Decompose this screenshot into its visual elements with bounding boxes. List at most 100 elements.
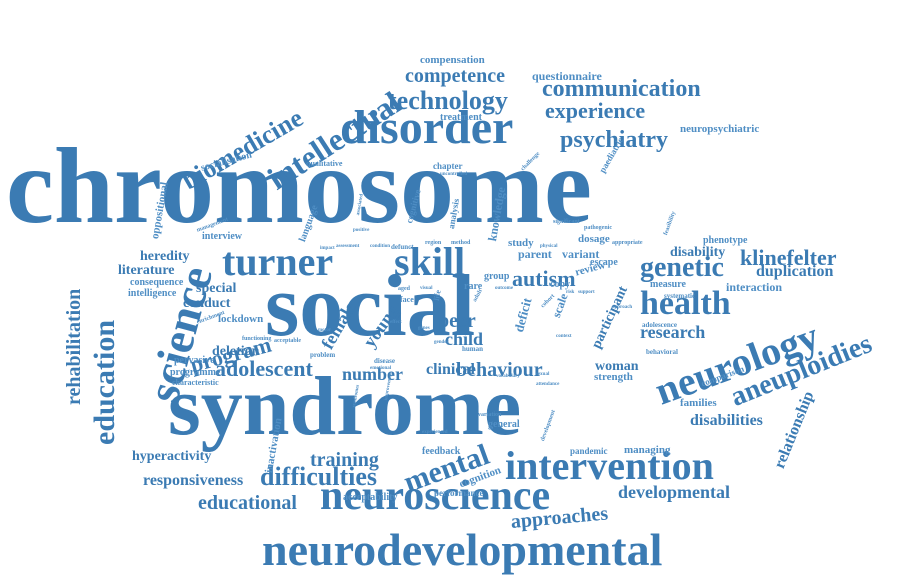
word-disabilities: disabilities bbox=[690, 412, 763, 429]
word-systematic: systematic bbox=[664, 292, 696, 300]
word-risk: risk bbox=[566, 290, 575, 295]
word-escape: escape bbox=[590, 257, 618, 268]
word-klinefelter: klinefelter bbox=[740, 245, 837, 270]
word-characteristic: characteristic bbox=[172, 378, 219, 387]
word-appropriate: appropriate bbox=[612, 240, 643, 246]
word-peer: peer bbox=[438, 310, 476, 332]
word-outcome: outcome bbox=[495, 286, 514, 291]
word-interaction: interaction bbox=[726, 280, 782, 294]
word-effect: effect bbox=[390, 320, 402, 325]
word-special: special bbox=[196, 281, 237, 296]
word-intelligence: intelligence bbox=[128, 288, 177, 299]
word-child: child bbox=[445, 329, 484, 349]
word-general: general bbox=[488, 419, 520, 430]
word-experience: experience bbox=[545, 98, 646, 123]
word-feasibility: feasibility bbox=[663, 210, 678, 237]
word-variant: variant bbox=[562, 247, 600, 261]
word-motor: motor bbox=[318, 328, 332, 333]
word-behaviour: behaviour bbox=[456, 359, 543, 381]
word-emotional: emotional bbox=[370, 366, 392, 371]
word-skill: skill bbox=[394, 239, 466, 284]
word-relationship: relationship bbox=[771, 389, 818, 471]
word-acceptable: acceptable bbox=[274, 338, 301, 344]
word-group: group bbox=[484, 271, 510, 282]
word-deficit: deficit bbox=[511, 296, 535, 334]
word-number: number bbox=[342, 364, 404, 384]
word-interview: interview bbox=[202, 231, 242, 242]
word-difficulties: difficulties bbox=[260, 462, 377, 491]
word-education: education bbox=[88, 319, 121, 445]
word-conduct: conduct bbox=[183, 296, 231, 311]
word-pathogenic: pathogenic bbox=[584, 225, 613, 231]
word-support: support bbox=[578, 290, 595, 295]
word-phenotype: phenotype bbox=[703, 235, 748, 246]
word-neurodevelopmental: neurodevelopmental bbox=[262, 524, 663, 575]
word-strength: strength bbox=[594, 371, 633, 383]
word-adolescence: adolescence bbox=[642, 321, 677, 329]
word-questionnaire: questionnaire bbox=[532, 69, 602, 83]
word-feedback: feedback bbox=[422, 446, 461, 457]
word-region: region bbox=[425, 240, 442, 246]
word-physical: physical bbox=[540, 244, 558, 249]
word-autism: autism bbox=[512, 266, 576, 291]
word-functioning: functioning bbox=[242, 336, 272, 342]
word-context: context bbox=[556, 334, 572, 339]
word-intervention: intervention bbox=[505, 443, 714, 488]
word-human: human bbox=[462, 345, 484, 353]
word-genes: genes bbox=[418, 326, 430, 331]
word-syndrome: syndrome bbox=[168, 360, 522, 453]
word-chapter: chapter bbox=[433, 161, 463, 171]
word-communication: communication bbox=[542, 76, 701, 102]
word-health: health bbox=[640, 285, 731, 322]
word-method: method bbox=[451, 240, 471, 246]
word-experienced: experienced bbox=[422, 430, 448, 435]
word-positive: positive bbox=[353, 228, 370, 233]
word-sexual: sexual bbox=[536, 372, 550, 377]
word-gender: gender bbox=[434, 340, 449, 345]
word-problem: problem bbox=[310, 351, 336, 359]
word-genetic: genetic bbox=[640, 252, 724, 283]
word-significant: significant bbox=[553, 219, 580, 225]
word-training: training bbox=[310, 449, 379, 471]
word-educational: educational bbox=[198, 492, 297, 514]
word-psychiatry: psychiatry bbox=[560, 127, 668, 153]
word-technology: technology bbox=[388, 86, 508, 115]
word-pandemic: pandemic bbox=[570, 446, 608, 456]
word-rehabilitation: rehabilitation bbox=[63, 288, 85, 405]
word-face: face bbox=[400, 295, 414, 304]
word-development: development bbox=[540, 409, 557, 443]
word-hyperactivity: hyperactivity bbox=[132, 449, 212, 464]
word-social: social bbox=[265, 258, 476, 355]
word-managing: managing bbox=[624, 444, 671, 456]
word-consequence: consequence bbox=[130, 277, 184, 288]
word-programme: programme bbox=[170, 367, 221, 378]
word-visual: visual bbox=[420, 286, 433, 291]
word-vocabulary: vocabulary bbox=[496, 374, 520, 379]
word-disability: disability bbox=[670, 245, 726, 260]
word-research: research bbox=[640, 322, 706, 342]
word-competence: competence bbox=[405, 65, 505, 87]
word-families: families bbox=[680, 397, 717, 409]
word-impact: impact bbox=[320, 246, 335, 251]
word-neuroscience: neuroscience bbox=[320, 473, 551, 519]
word-copy: copy bbox=[550, 279, 570, 290]
word-developmental: developmental bbox=[618, 482, 730, 502]
word-variation: variation bbox=[478, 412, 502, 418]
word-dosage: dosage bbox=[578, 233, 610, 245]
word-disorder: disorder bbox=[340, 101, 514, 154]
word-deletion: deletion bbox=[212, 344, 260, 359]
word-responsiveness: responsiveness bbox=[143, 472, 244, 489]
word-heredity: heredity bbox=[140, 249, 190, 264]
word-approach: approach bbox=[612, 305, 633, 310]
word-condition: condition bbox=[370, 244, 391, 249]
word-compensation: compensation bbox=[420, 54, 485, 66]
word-duplication: duplication bbox=[756, 263, 834, 280]
word-aged: aged bbox=[398, 286, 410, 292]
word-lockdown: lockdown bbox=[218, 313, 264, 325]
word-participant: participant bbox=[589, 283, 631, 351]
word-treatment: treatment bbox=[440, 112, 483, 123]
word-study: study bbox=[508, 237, 534, 249]
word-acceptability: acceptability bbox=[343, 492, 398, 503]
word-literature: literature bbox=[118, 263, 175, 278]
